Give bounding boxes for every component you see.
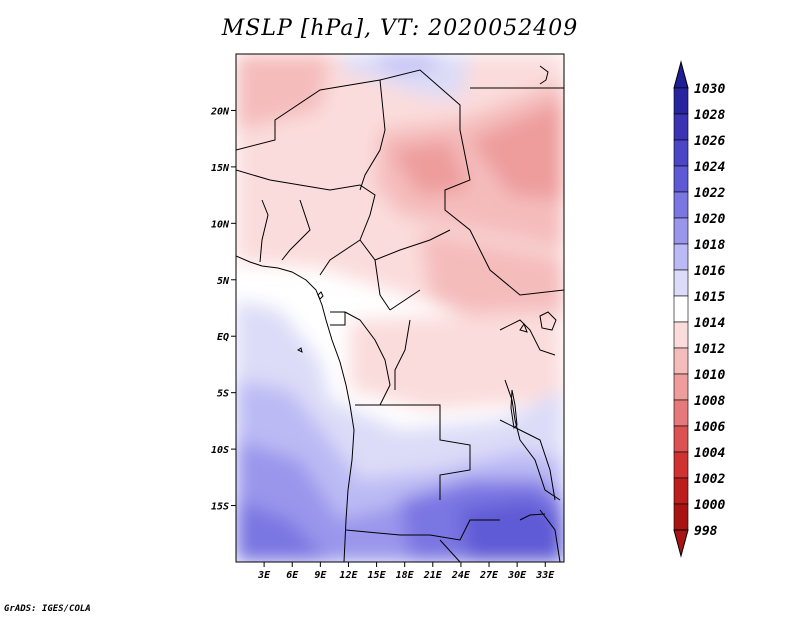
lon-tick-label: 18E — [396, 570, 415, 581]
colorbar-label: 1030 — [694, 82, 725, 97]
lon-tick-label: 9E — [314, 570, 327, 581]
coastlines-and-borders — [236, 65, 564, 562]
colorbar-swatch — [673, 191, 689, 219]
colorbar-swatch — [673, 217, 689, 245]
lon-tick-label: 27E — [479, 570, 499, 581]
colorbar-swatch — [673, 165, 689, 193]
colorbar-swatch — [673, 373, 689, 401]
colorbar-swatch — [673, 425, 689, 453]
lat-tick-label: 10S — [211, 445, 229, 456]
lon-tick-label: 3E — [257, 570, 271, 581]
colorbar-label: 1028 — [694, 108, 725, 123]
pressure-field — [236, 54, 564, 562]
lon-tick-label: 30E — [507, 570, 527, 581]
colorbar-top-arrow — [673, 60, 689, 89]
colorbar-label: 1004 — [694, 446, 725, 461]
lat-tick-label: 10N — [211, 219, 230, 230]
colorbar-swatch — [673, 503, 689, 531]
lat-tick-label: 15N — [211, 163, 230, 174]
colorbar-swatch — [673, 399, 689, 427]
lon-tick-label: 6E — [286, 570, 299, 581]
colorbar-swatch — [673, 295, 689, 323]
colorbar-swatch — [673, 477, 689, 505]
lat-tick-label: 5N — [217, 276, 230, 287]
latitude-axis: 20N 15N 10N 5N EQ 5S 10S 15S — [210, 106, 236, 513]
colorbar-label: 1008 — [694, 394, 725, 409]
colorbar-label: 1018 — [694, 238, 725, 253]
colorbar-swatch — [673, 451, 689, 479]
colorbar-label: 1026 — [694, 134, 725, 149]
lon-tick-label: 33E — [535, 570, 555, 581]
colorbar-swatch — [673, 87, 689, 115]
colorbar-swatch — [673, 269, 689, 297]
colorbar-label: 1020 — [694, 212, 725, 227]
grads-credit: GrADS: IGES/COLA — [4, 604, 91, 614]
colorbar-label: 998 — [694, 524, 718, 539]
colorbar-swatch — [673, 347, 689, 375]
colorbar-swatch — [673, 139, 689, 167]
lon-tick-label: 21E — [423, 570, 443, 581]
colorbar-label: 1015 — [694, 290, 725, 305]
lat-tick-label: 5S — [217, 389, 229, 400]
map-frame — [235, 53, 565, 563]
colorbar-swatch — [673, 113, 689, 141]
colorbar-label: 1014 — [694, 316, 725, 331]
lat-tick-label: EQ — [217, 332, 229, 343]
lat-tick-label: 20N — [210, 106, 230, 117]
colorbar-label: 1002 — [694, 472, 725, 487]
colorbar-label: 1022 — [694, 186, 725, 201]
lon-tick-label: 12E — [339, 570, 358, 581]
colorbar-label: 1016 — [694, 264, 725, 279]
colorbar-label: 1000 — [694, 498, 725, 513]
lat-tick-label: 15S — [211, 502, 229, 513]
colorbar-swatch — [673, 243, 689, 271]
colorbar-swatch — [673, 321, 689, 349]
colorbar-label: 1012 — [694, 342, 725, 357]
lon-tick-label: 15E — [368, 570, 387, 581]
colorbar-bottom-arrow — [673, 529, 689, 558]
colorbar-label: 1010 — [694, 368, 725, 383]
colorbar: 1030 1028 1026 1024 1022 1020 1018 1016 1015 1014… — [673, 60, 725, 558]
longitude-axis: 3E 6E 9E 12E 15E 18E 21E 24E 27E 30E 33E — [257, 562, 555, 581]
lon-tick-label: 24E — [451, 570, 471, 581]
map-title: MSLP [hPa], VT: 2020052409 — [221, 16, 579, 41]
colorbar-label: 1006 — [694, 420, 725, 435]
colorbar-label: 1024 — [694, 160, 725, 175]
